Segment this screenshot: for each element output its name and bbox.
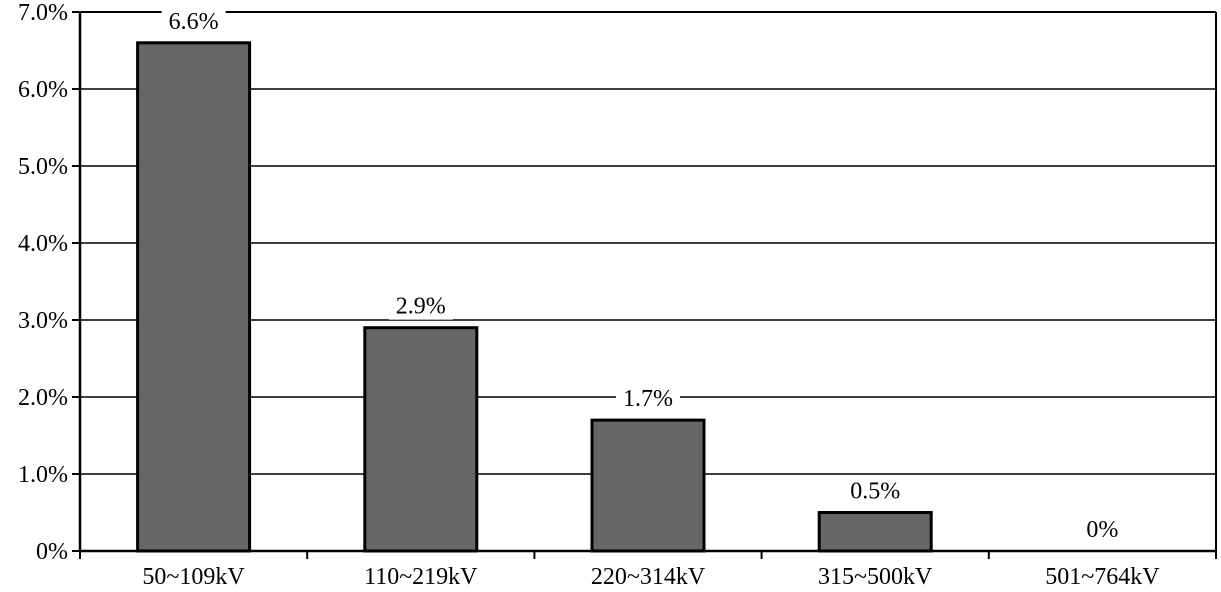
x-tick-label: 315~500kV xyxy=(818,564,933,590)
data-label-background xyxy=(161,6,226,35)
y-tick-label: 7.0% xyxy=(18,0,68,26)
y-tick-label: 5.0% xyxy=(18,154,68,180)
y-tick-label: 6.0% xyxy=(18,77,68,103)
x-tick-label: 501~764kV xyxy=(1045,564,1160,590)
y-tick-labels: 0% 1.0% 2.0% 3.0% 4.0% 5.0% 6.0% 7.0% xyxy=(18,0,68,565)
x-tick-label: 110~219kV xyxy=(364,564,478,590)
x-tick-label: 50~109kV xyxy=(142,564,245,590)
data-label: 6.6% xyxy=(169,9,219,35)
y-tick-label: 4.0% xyxy=(18,231,68,257)
bar xyxy=(817,511,933,553)
data-label-background xyxy=(616,384,680,413)
x-tick-label: 220~314kV xyxy=(591,564,706,590)
axes xyxy=(72,11,1217,559)
y-tick-label: 2.0% xyxy=(18,385,68,411)
data-label: 1.7% xyxy=(623,386,673,412)
data-label-background xyxy=(843,476,908,505)
bar xyxy=(590,418,706,553)
x-tick-labels: 50~109kV 110~219kV 220~314kV 315~500kV 501~7… xyxy=(142,564,1160,590)
bar xyxy=(136,41,252,553)
y-tick-label: 3.0% xyxy=(18,308,68,334)
y-tick-label: 1.0% xyxy=(18,462,68,488)
data-label-background xyxy=(1082,515,1123,543)
data-label: 0.5% xyxy=(850,479,900,505)
data-labels: 6.6% 2.9% 1.7% 0.5% 0% xyxy=(161,6,1123,543)
bar xyxy=(363,326,479,553)
data-label: 0% xyxy=(1086,517,1118,543)
y-tick-label: 0% xyxy=(36,539,68,565)
data-label-background xyxy=(388,291,453,320)
data-label: 2.9% xyxy=(396,294,446,320)
